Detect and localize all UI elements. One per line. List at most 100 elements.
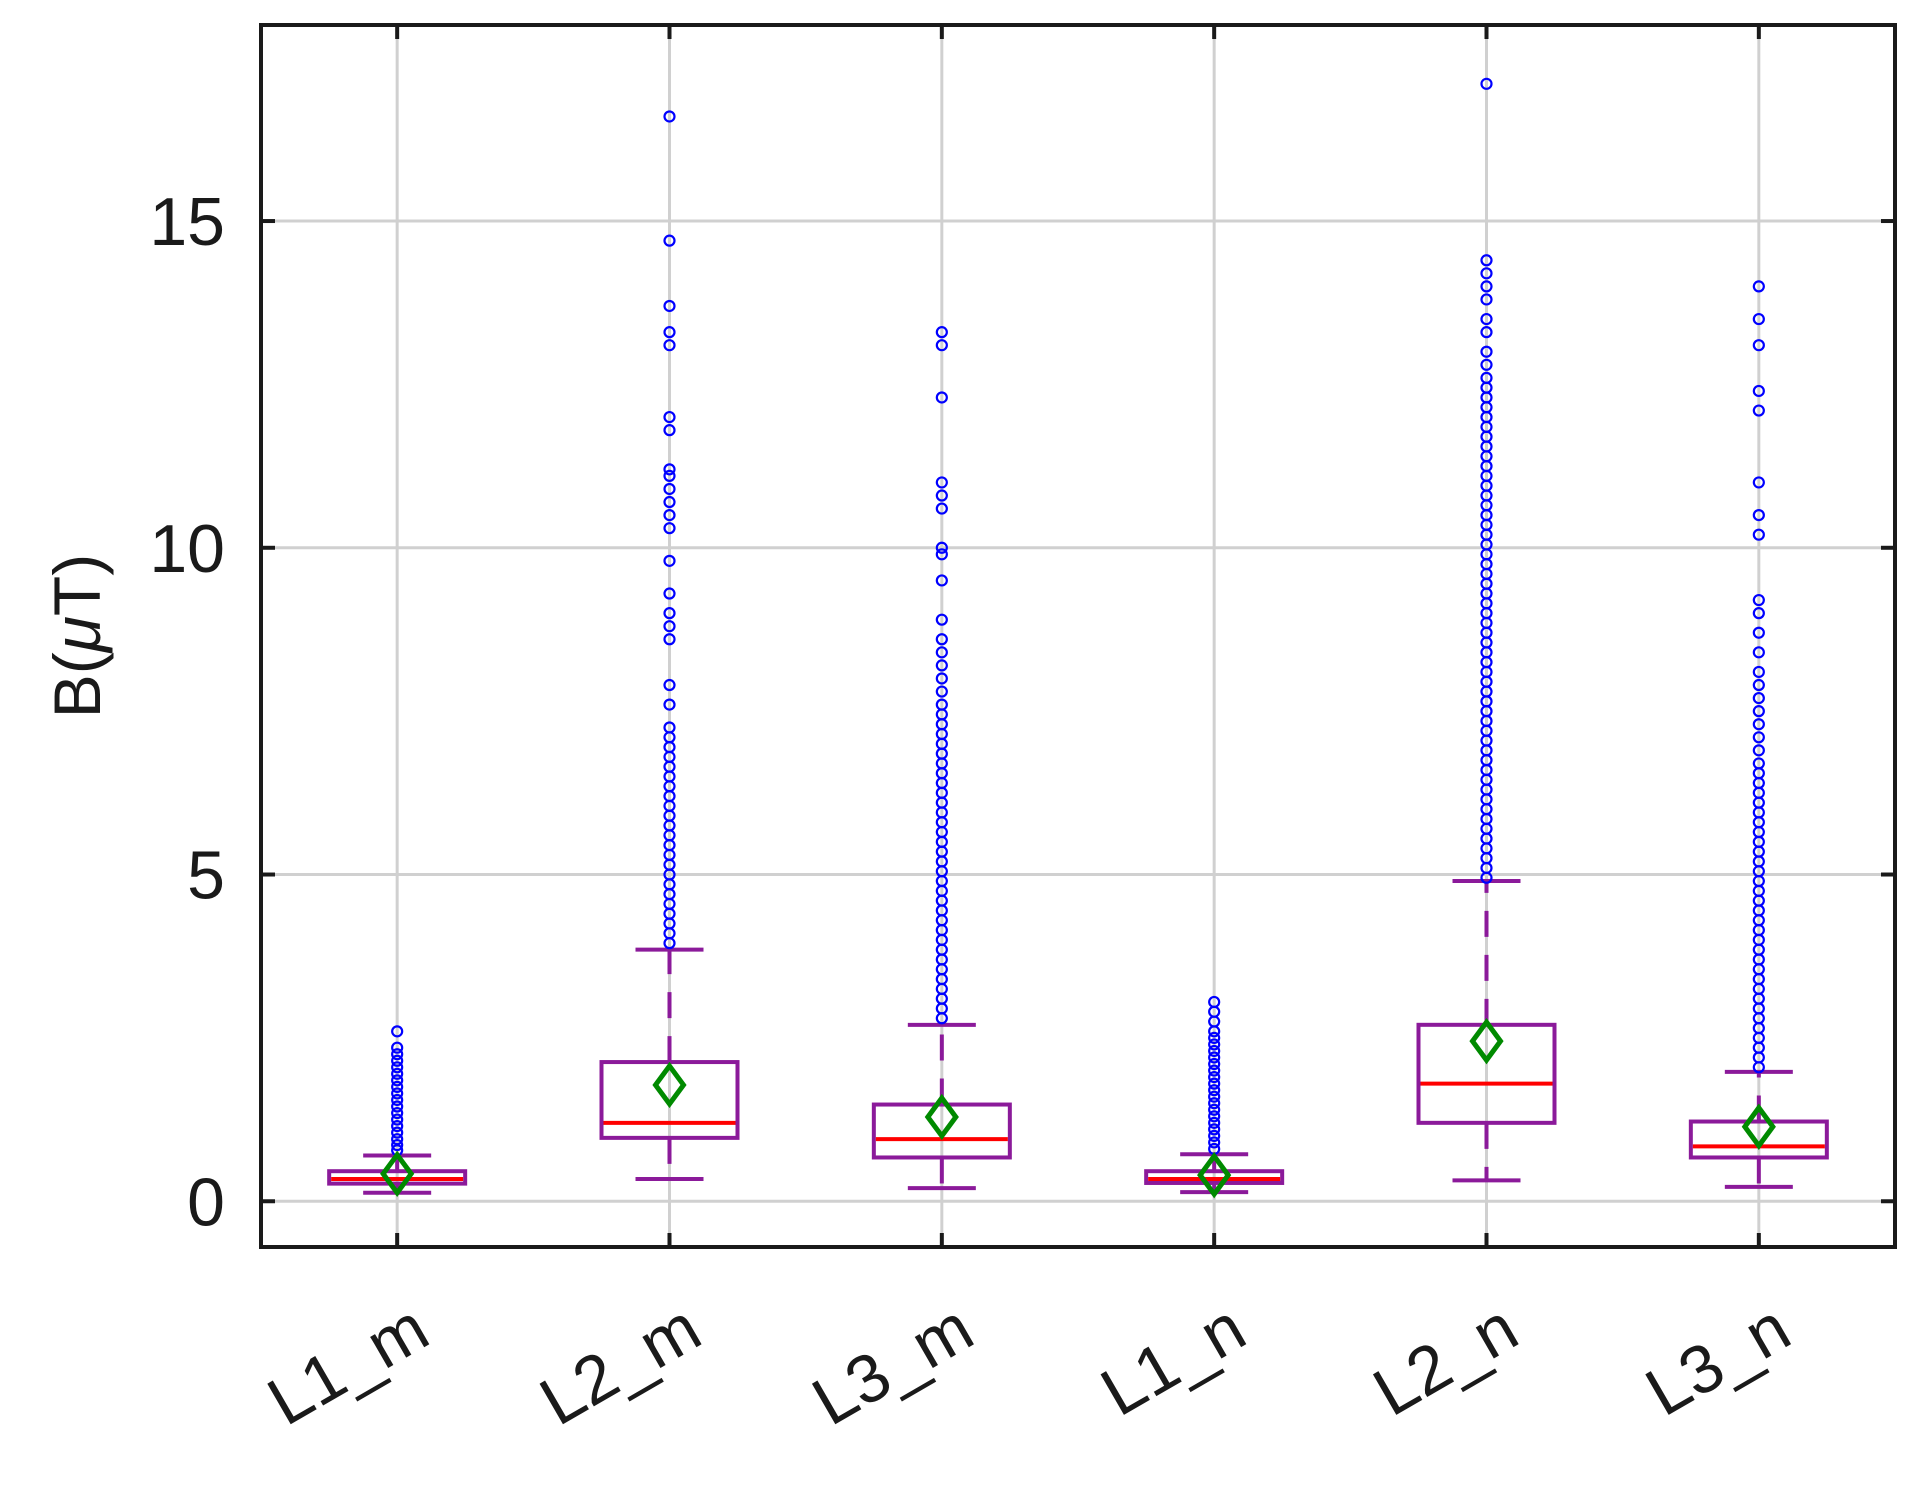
outlier-point — [935, 489, 948, 502]
iqr-box — [1416, 1022, 1557, 1125]
outlier-point — [391, 1080, 404, 1093]
outlier-point — [935, 672, 948, 685]
outlier-point — [1208, 1051, 1221, 1064]
outlier-point — [391, 1138, 404, 1152]
outlier-point — [663, 607, 676, 620]
mean-marker — [380, 1150, 415, 1198]
outlier-point — [1752, 607, 1765, 620]
axis-ticks — [261, 25, 1895, 1247]
outlier-point — [935, 326, 948, 339]
outlier-point — [1480, 280, 1493, 293]
outlier-point — [1208, 1129, 1221, 1143]
outlier-point — [663, 554, 676, 567]
x-tick-label: L1_m — [255, 1289, 440, 1440]
outlier-point — [1752, 384, 1765, 398]
outlier-point — [391, 1106, 404, 1120]
outlier-point — [935, 391, 948, 404]
outlier-point — [935, 339, 948, 352]
outlier-point — [1752, 718, 1765, 731]
outlier-point — [1208, 1084, 1221, 1097]
box-L3_m — [871, 326, 1012, 1191]
outlier-point — [1752, 593, 1765, 607]
outlier-point — [1208, 1057, 1221, 1071]
outlier-point — [391, 1093, 404, 1107]
outlier-point — [391, 1133, 404, 1146]
outlier-point — [663, 482, 676, 496]
mean-marker — [1741, 1103, 1776, 1150]
y-axis-label-suffix: T) — [40, 554, 114, 616]
outlier-point — [935, 548, 948, 561]
y-axis-label: B(μT) — [40, 554, 114, 718]
outlier-point — [1752, 678, 1765, 692]
outlier-point — [1752, 705, 1765, 718]
outlier-point — [935, 659, 948, 672]
outlier-point — [663, 469, 676, 482]
plot-frame — [259, 23, 1897, 1249]
outlier-point — [391, 1120, 404, 1133]
outlier-point — [1752, 757, 1765, 770]
outlier-point — [1208, 1097, 1221, 1110]
outlier-point — [935, 646, 948, 659]
outlier-point — [1752, 476, 1765, 489]
y-axis-label-prefix: B( — [40, 652, 114, 718]
outlier-point — [1752, 646, 1765, 659]
outlier-point — [935, 685, 948, 698]
outlier-point — [391, 1025, 404, 1038]
outlier-point — [663, 698, 676, 711]
outlier-point — [1752, 312, 1765, 326]
outlier-point — [1208, 995, 1221, 1009]
outlier-point — [1752, 404, 1765, 417]
outlier-point — [663, 326, 676, 339]
outlier-point — [1752, 731, 1765, 744]
y-tick-label: 10 — [149, 511, 225, 587]
mean-marker — [1469, 1017, 1504, 1065]
outlier-point — [663, 721, 676, 734]
outlier-point — [1480, 267, 1493, 280]
x-tick-label: L1_n — [1089, 1289, 1258, 1430]
outlier-point — [1208, 1090, 1221, 1103]
outlier-point — [391, 1100, 404, 1113]
outlier-point — [935, 698, 948, 711]
outlier-point — [1208, 1116, 1221, 1129]
box-L2_m — [599, 110, 740, 1182]
outlier-point — [935, 574, 948, 587]
x-tick-label: L2_m — [528, 1289, 713, 1440]
y-axis-label-mu: μ — [40, 616, 114, 654]
mean-marker — [924, 1093, 959, 1141]
outlier-point — [663, 633, 676, 646]
box-L1_n — [1144, 995, 1285, 1199]
mean-marker — [1197, 1151, 1232, 1199]
outlier-point — [1208, 1123, 1221, 1136]
outlier-point — [1752, 626, 1765, 639]
plot-background — [261, 25, 1895, 1247]
outlier-point — [935, 502, 948, 515]
outlier-point — [935, 541, 948, 554]
y-tick-label: 0 — [187, 1164, 225, 1240]
x-tick-label: L2_n — [1361, 1289, 1530, 1430]
outlier-point — [663, 424, 676, 437]
outlier-point — [663, 410, 676, 424]
outlier-point — [663, 509, 676, 522]
outlier-point — [1752, 665, 1765, 679]
outlier-point — [391, 1087, 404, 1100]
outlier-point — [1480, 358, 1493, 371]
y-tick-label: 5 — [187, 838, 225, 914]
outlier-point — [391, 1048, 404, 1061]
outlier-point — [1480, 326, 1493, 339]
outlier-point — [1752, 528, 1765, 541]
outlier-point — [1208, 1031, 1221, 1044]
iqr-box — [871, 1102, 1012, 1160]
iqr-box — [1144, 1169, 1285, 1185]
outlier-point — [1208, 1136, 1221, 1149]
outlier-point — [1752, 339, 1765, 352]
outlier-point — [1480, 345, 1493, 358]
x-tick-label: L3_n — [1633, 1289, 1802, 1430]
outlier-point — [1752, 691, 1765, 705]
outlier-point — [391, 1126, 404, 1139]
outlier-point — [1752, 280, 1765, 293]
outlier-point — [391, 1061, 404, 1074]
outlier-point — [663, 587, 676, 600]
outlier-point — [935, 476, 948, 489]
outlier-point — [663, 522, 676, 535]
